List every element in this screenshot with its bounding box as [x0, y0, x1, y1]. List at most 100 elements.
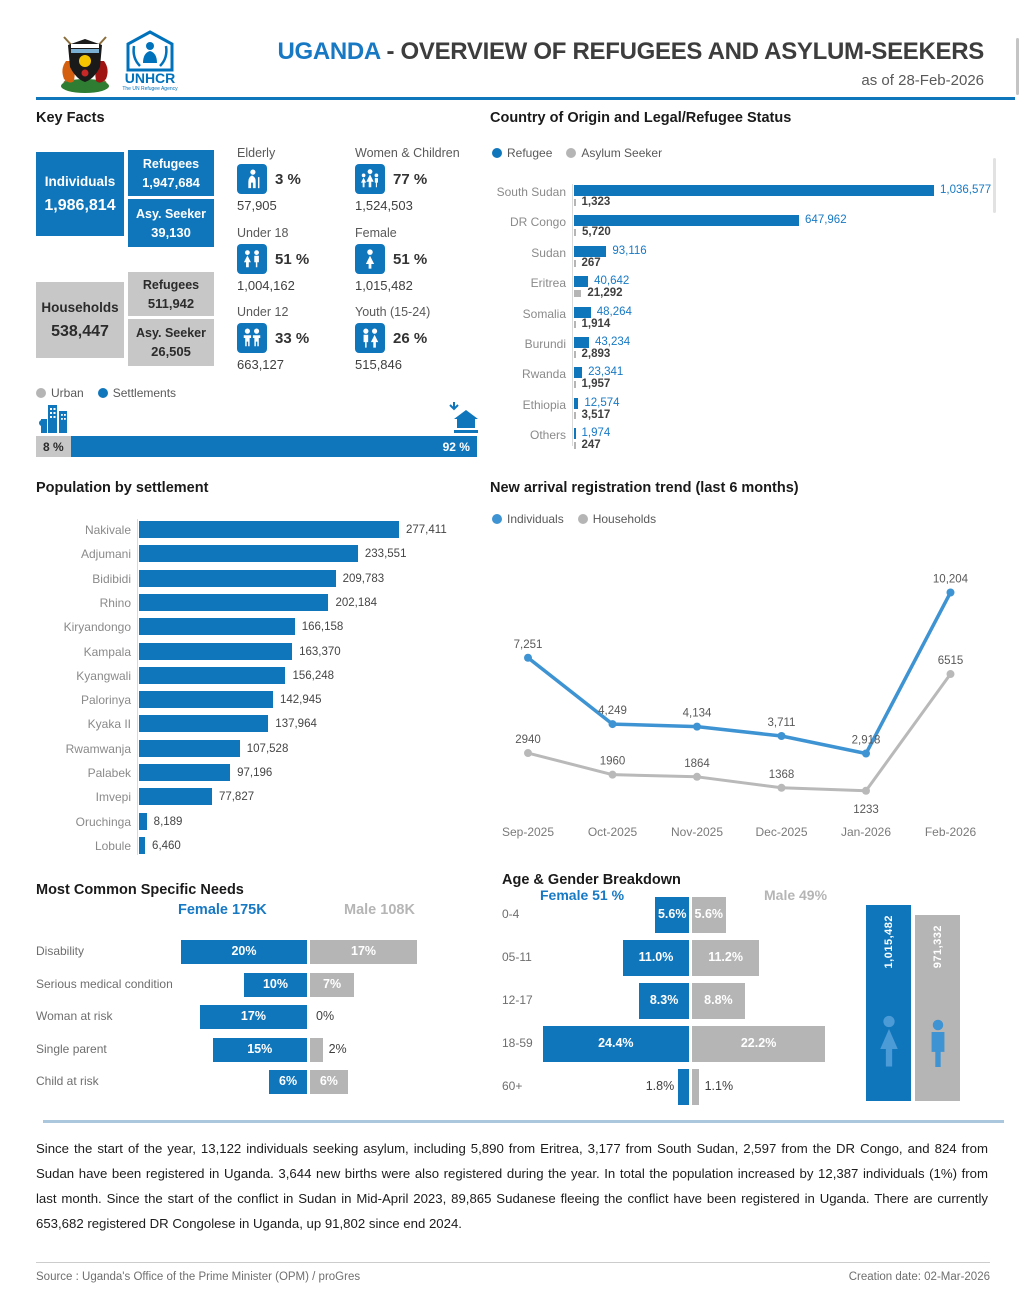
age-female-value: 8.3%	[649, 993, 679, 1007]
age-male-bar[interactable]	[692, 1026, 826, 1062]
individuals-point[interactable]	[524, 653, 532, 662]
age-male-bar[interactable]	[692, 897, 726, 933]
households-point[interactable]	[777, 783, 786, 792]
urban-bar-segment[interactable]: 8 %	[36, 436, 72, 457]
needs-female-bar[interactable]	[269, 1070, 307, 1095]
urban-settlement-bar[interactable]: 8 % 92 %	[36, 436, 477, 457]
asylum-seekers-box[interactable]: Asy. Seeker 39,130	[128, 199, 214, 247]
stat-label: Under 12	[237, 305, 289, 319]
individuals-point[interactable]	[777, 731, 786, 740]
households-point[interactable]	[608, 770, 617, 779]
households-point[interactable]	[524, 749, 532, 758]
households-point[interactable]	[862, 786, 870, 795]
age-female-bar[interactable]	[678, 1069, 689, 1105]
individuals-dot-icon	[492, 514, 502, 524]
refugee-bar[interactable]	[574, 245, 607, 257]
page-scrollbar[interactable]	[1016, 38, 1019, 95]
needs-male-bar[interactable]	[310, 972, 355, 997]
households-line[interactable]	[527, 673, 952, 793]
settlement-bar[interactable]	[139, 764, 231, 781]
age-male-value: 5.6%	[694, 907, 724, 921]
refugees-box[interactable]: Refugees 1,947,684	[128, 150, 214, 196]
asylum-bar[interactable]	[574, 199, 576, 206]
needs-male-bar[interactable]	[310, 940, 418, 964]
refugee-bar[interactable]	[574, 428, 576, 440]
data-label: 10,204	[933, 573, 969, 585]
refugee-bar[interactable]	[574, 337, 589, 348]
settlement-bar[interactable]	[139, 593, 329, 611]
data-label: 1864	[684, 758, 710, 770]
chart-scrollbar[interactable]	[993, 158, 996, 213]
refugee-bar[interactable]	[574, 397, 579, 409]
refugee-bar[interactable]	[574, 306, 591, 318]
households-point[interactable]	[946, 670, 955, 679]
asylum-bar[interactable]	[574, 259, 576, 267]
settlement-category-label: Bidibidi	[92, 571, 131, 586]
asylum-bar[interactable]	[574, 229, 576, 237]
as-of-date: as of 28-Feb-2026	[861, 72, 984, 89]
settlement-bar[interactable]	[139, 715, 269, 733]
male-total-bar[interactable]: 971,332	[915, 915, 960, 1101]
needs-female-bar[interactable]	[244, 972, 307, 997]
settlement-bar[interactable]	[139, 666, 286, 684]
refugee-value: 647,962	[805, 214, 847, 227]
age-male-bar[interactable]	[692, 1069, 699, 1105]
asylum-bar[interactable]	[574, 442, 576, 450]
individuals-point[interactable]	[608, 720, 617, 729]
settlement-bar[interactable]	[139, 521, 399, 538]
settlement-category-label: Rwamwanja	[65, 741, 131, 756]
asylum-bar[interactable]	[574, 381, 576, 389]
needs-female-value: 17%	[240, 1009, 266, 1024]
needs-female-bar[interactable]	[181, 940, 307, 964]
individuals-point[interactable]	[693, 722, 701, 731]
age-male-bar[interactable]	[692, 983, 745, 1019]
refugee-bar[interactable]	[574, 215, 800, 227]
households-box[interactable]: Households 538,447	[36, 282, 124, 358]
asylum-bar[interactable]	[574, 351, 576, 358]
legend-settlements[interactable]: Settlements	[97, 386, 176, 400]
settlement-bar[interactable]	[139, 545, 358, 563]
asylum-bar[interactable]	[574, 320, 576, 328]
settlement-bar[interactable]	[139, 788, 212, 806]
refugee-bar[interactable]	[574, 185, 934, 196]
refugee-bar[interactable]	[574, 276, 589, 288]
legend-urban[interactable]: Urban	[36, 386, 84, 400]
needs-female-bar[interactable]	[212, 1037, 307, 1062]
asylum-value: 1,914	[581, 317, 611, 330]
needs-male-bar[interactable]	[310, 1037, 323, 1062]
legend-households[interactable]: Households	[577, 512, 656, 526]
age-female-bar[interactable]	[623, 940, 689, 976]
household-refugees-box[interactable]: Refugees 511,942	[128, 272, 214, 316]
legend-asylum-seeker[interactable]: Asylum Seeker	[566, 146, 662, 160]
refugee-bar[interactable]	[574, 367, 583, 379]
needs-female-bar[interactable]	[199, 1005, 307, 1030]
household-asylum-box[interactable]: Asy. Seeker 26,505	[128, 319, 214, 366]
settlement-bar[interactable]	[139, 691, 273, 709]
country-category-label: Somalia	[522, 306, 566, 321]
settlement-category-label: Oruchinga	[75, 814, 131, 829]
needs-male-bar[interactable]	[310, 1070, 348, 1095]
settlement-bar[interactable]	[139, 618, 295, 636]
age-male-bar[interactable]	[692, 940, 760, 976]
asylum-bar[interactable]	[574, 411, 576, 419]
individuals-line[interactable]	[526, 591, 953, 756]
settlement-bar[interactable]	[139, 739, 240, 757]
refugee-value: 12,574	[584, 396, 620, 409]
legend-individuals[interactable]: Individuals	[492, 512, 564, 526]
settlement-bar[interactable]	[139, 569, 336, 587]
settlements-bar-segment[interactable]: 92 %	[71, 436, 477, 457]
settlement-bar[interactable]	[139, 812, 147, 830]
age-female-bar[interactable]	[542, 1026, 689, 1062]
age-female-bar[interactable]	[655, 897, 689, 933]
header-divider	[36, 97, 1015, 100]
age-female-bar[interactable]	[639, 983, 689, 1019]
individuals-point[interactable]	[862, 749, 870, 758]
legend-refugee[interactable]: Refugee	[492, 146, 552, 160]
settlement-bar[interactable]	[139, 836, 146, 854]
individuals-box[interactable]: Individuals 1,986,814	[36, 152, 124, 236]
individuals-point[interactable]	[946, 588, 955, 597]
households-point[interactable]	[693, 772, 701, 781]
settlement-bar[interactable]	[139, 642, 293, 660]
asylum-bar[interactable]	[574, 290, 582, 298]
female-total-bar[interactable]: 1,015,482	[866, 905, 911, 1101]
